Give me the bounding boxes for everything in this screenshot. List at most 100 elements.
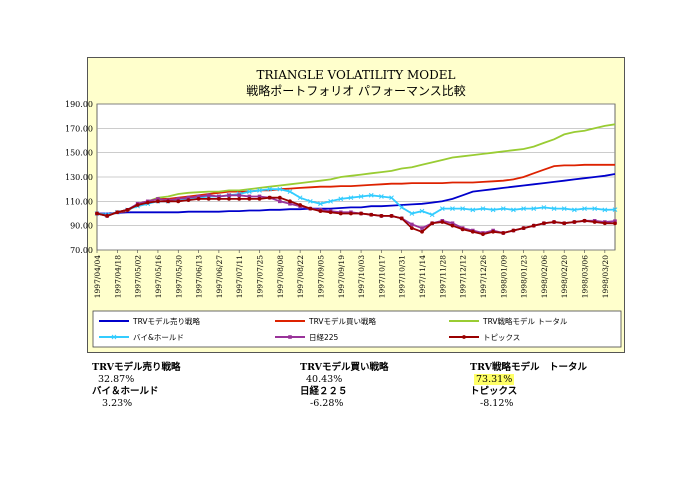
stat-topix: トピックス -8.12% <box>470 386 517 410</box>
data-point <box>439 206 445 211</box>
data-point <box>419 208 425 214</box>
data-point <box>450 223 455 228</box>
x-tick-label: 1997/12/12 <box>459 255 468 298</box>
data-point <box>237 197 242 201</box>
data-point <box>399 205 405 210</box>
data-point <box>227 193 231 198</box>
data-point <box>521 226 526 231</box>
series-line <box>96 163 615 216</box>
data-point <box>349 211 353 216</box>
x-tick-label: 1998/02/06 <box>540 255 549 298</box>
data-point <box>460 206 466 211</box>
y-tick-label: 130.00 <box>65 173 93 182</box>
data-point <box>592 206 598 211</box>
x-tick-label: 1997/06/27 <box>215 255 224 298</box>
data-point <box>196 197 201 201</box>
y-tick-label: 170.00 <box>65 124 93 133</box>
y-tick-label: 150.00 <box>65 149 93 158</box>
data-point <box>246 189 252 194</box>
data-point <box>612 207 618 212</box>
data-point <box>196 194 201 199</box>
data-point <box>308 206 313 211</box>
x-tick-label: 1997/05/30 <box>174 255 183 298</box>
data-point <box>111 334 117 340</box>
data-point <box>176 199 181 204</box>
x-tick-label: 1997/05/16 <box>154 255 163 298</box>
data-point <box>257 194 262 199</box>
data-point <box>298 203 303 207</box>
data-point <box>125 207 130 212</box>
data-point <box>348 195 354 201</box>
data-point <box>287 189 293 194</box>
data-point <box>490 207 496 213</box>
data-point <box>257 188 262 193</box>
stat-bh-value: 3.23% <box>102 398 133 409</box>
data-point <box>247 194 252 199</box>
x-tick-label: 1998/02/20 <box>560 255 569 298</box>
stat-topix-label: トピックス <box>470 386 518 397</box>
legend-box <box>92 310 622 348</box>
stat-nikkei-label: 日経２２５ <box>300 386 348 397</box>
data-point <box>156 199 160 204</box>
x-tick-label: 1998/01/09 <box>499 255 508 298</box>
data-point <box>389 214 394 218</box>
data-point <box>338 196 344 202</box>
legend-label: トピックス <box>483 333 520 342</box>
legend-label: TRV戦略モデル トータル <box>482 316 568 326</box>
data-point <box>561 206 567 211</box>
stat-buy-and-hold: バイ＆ホールド 3.23% <box>92 386 159 410</box>
x-tick-label: 1998/01/23 <box>520 255 529 298</box>
data-point <box>247 197 252 201</box>
data-point <box>551 206 557 211</box>
data-point <box>186 198 191 203</box>
stat-buy-strategy: TRVモデル買い戦略 40.43% <box>300 362 389 386</box>
data-point <box>267 195 272 200</box>
x-tick-label: 1997/12/26 <box>479 255 488 298</box>
series-line <box>96 123 616 217</box>
legend-label: TRVモデル売り戦略 <box>132 316 201 326</box>
data-point <box>277 195 282 200</box>
data-point <box>440 220 445 224</box>
x-tick-label: 1997/07/25 <box>256 255 265 298</box>
x-tick-label: 1997/09/19 <box>337 255 346 298</box>
data-point <box>257 197 262 201</box>
stat-nikkei-value: -6.28% <box>310 398 344 409</box>
data-point <box>410 222 414 227</box>
legend-label: バイ&ホールド <box>133 333 184 342</box>
data-point <box>430 221 435 226</box>
data-point <box>572 220 577 224</box>
stat-nikkei: 日経２２５ -6.28% <box>300 386 348 410</box>
data-point <box>450 221 455 226</box>
series-line <box>96 188 616 216</box>
stat-buy-label: TRVモデル買い戦略 <box>300 362 389 373</box>
data-point <box>369 212 374 217</box>
data-point <box>288 335 292 339</box>
data-point <box>470 229 475 234</box>
y-tick-label: 70.00 <box>70 246 93 255</box>
data-point <box>582 206 587 211</box>
data-point <box>328 210 333 215</box>
data-point <box>541 205 547 210</box>
x-tick-label: 1997/11/14 <box>418 255 427 298</box>
data-point <box>420 229 424 234</box>
data-point <box>379 214 384 218</box>
data-point <box>429 212 435 218</box>
data-point <box>511 207 516 213</box>
data-point <box>176 197 181 201</box>
data-point <box>491 229 496 234</box>
series-line <box>97 173 616 215</box>
x-tick-label: 1998/03/20 <box>601 255 610 298</box>
y-tick-label: 110.00 <box>65 197 93 206</box>
data-point <box>95 211 99 216</box>
data-point <box>511 228 516 233</box>
data-point <box>115 210 120 215</box>
data-point <box>613 221 617 226</box>
data-point <box>470 207 476 213</box>
data-point <box>307 198 313 204</box>
series-line <box>96 196 616 236</box>
data-point <box>592 220 597 224</box>
data-point <box>288 201 292 206</box>
x-tick-label: 1997/04/18 <box>113 255 122 298</box>
data-point <box>399 216 404 221</box>
